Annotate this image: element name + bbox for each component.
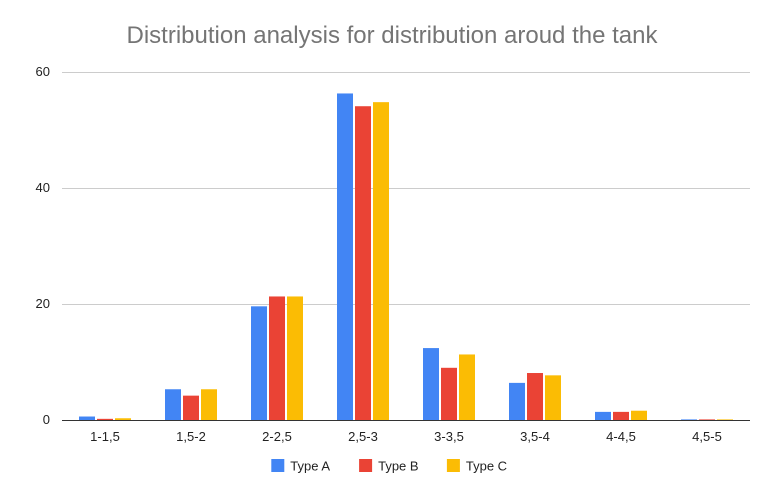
legend[interactable]: Type A Type B Type C — [271, 459, 507, 474]
bar-type-a-1-1,5[interactable] — [79, 416, 95, 420]
bar-type-c-3-3,5[interactable] — [459, 354, 475, 420]
bar-type-c-2,5-3[interactable] — [373, 102, 389, 420]
legend-item-type-b[interactable]: Type B — [359, 459, 419, 474]
bar-type-a-4,5-5[interactable] — [681, 419, 697, 420]
bar-type-b-1-1,5[interactable] — [97, 418, 113, 420]
bar-type-c-4-4,5[interactable] — [631, 410, 647, 420]
legend-swatch — [359, 459, 373, 472]
bar-type-a-2-2,5[interactable] — [251, 306, 267, 420]
x-tick-label: 2,5-3 — [348, 429, 378, 444]
bar-type-c-3,5-4[interactable] — [545, 375, 561, 420]
y-tick-label: 40 — [36, 180, 50, 195]
bar-type-a-3,5-4[interactable] — [509, 382, 525, 420]
bar-type-a-3-3,5[interactable] — [423, 348, 439, 420]
bar-type-c-1,5-2[interactable] — [201, 389, 217, 420]
bar-type-b-2,5-3[interactable] — [355, 106, 371, 420]
gridlines — [62, 72, 750, 421]
y-tick-label: 20 — [36, 296, 50, 311]
y-axis-ticks: 0 20 40 60 — [36, 64, 50, 427]
x-tick-label: 4-4,5 — [606, 429, 636, 444]
bars — [79, 93, 733, 421]
chart-title: Distribution analysis for distribution a… — [127, 22, 659, 49]
bar-type-a-4-4,5[interactable] — [595, 411, 611, 420]
bar-type-b-4-4,5[interactable] — [613, 411, 629, 420]
y-tick-label: 60 — [36, 64, 50, 79]
bar-type-b-4,5-5[interactable] — [699, 419, 715, 420]
x-axis-ticks: 1-1,5 1,5-2 2-2,5 2,5-3 3-3,5 3,5-4 4-4,5 4,5-5 — [90, 429, 722, 444]
legend-label: Type B — [378, 459, 418, 474]
x-tick-label: 1,5-2 — [176, 429, 206, 444]
bar-type-c-2-2,5[interactable] — [287, 296, 303, 420]
legend-label: Type C — [466, 459, 507, 474]
bar-type-b-2-2,5[interactable] — [269, 296, 285, 420]
x-tick-label: 4,5-5 — [692, 429, 722, 444]
bar-type-a-1,5-2[interactable] — [165, 389, 181, 420]
legend-item-type-c[interactable]: Type C — [446, 459, 507, 474]
x-tick-label: 1-1,5 — [90, 429, 120, 444]
x-tick-label: 3-3,5 — [434, 429, 464, 444]
legend-label: Type A — [290, 459, 330, 474]
bar-type-b-3,5-4[interactable] — [527, 373, 543, 420]
bar-type-c-4,5-5[interactable] — [717, 419, 733, 420]
bar-type-a-2,5-3[interactable] — [337, 93, 353, 421]
y-tick-label: 0 — [43, 412, 50, 427]
x-tick-label: 3,5-4 — [520, 429, 550, 444]
x-tick-label: 2-2,5 — [262, 429, 292, 444]
bar-type-b-3-3,5[interactable] — [441, 367, 457, 420]
bar-type-b-1,5-2[interactable] — [183, 395, 199, 420]
legend-swatch — [271, 459, 285, 472]
legend-item-type-a[interactable]: Type A — [271, 459, 330, 474]
legend-swatch — [446, 459, 460, 472]
bar-type-c-1-1,5[interactable] — [115, 418, 131, 420]
